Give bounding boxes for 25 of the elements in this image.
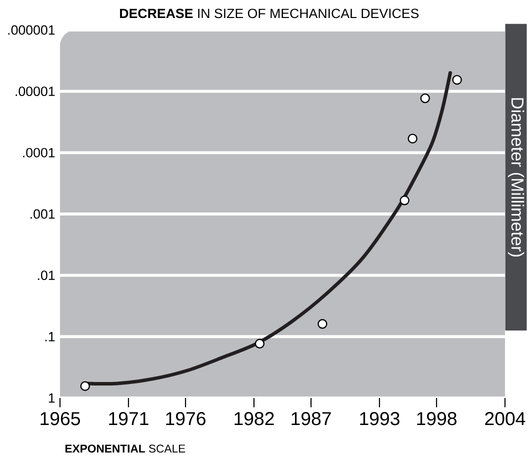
y-tick-label: .1 [45,332,55,342]
x-tick-label: 2004 [485,412,526,426]
y-tick-label: .0001 [23,148,55,158]
x-tick-label: 1965 [40,412,80,426]
point [452,74,462,85]
y-tick-label: .001 [30,209,55,219]
point [318,319,328,329]
x-tick-label: 1976 [166,412,206,426]
y-tick-label: .000001 [8,25,55,35]
y-axis-title: Diameter (Millimeter) [508,98,524,256]
x-tick-label: 1998 [417,412,456,426]
point [80,381,90,391]
text: EXPONENTIAL SCALE [65,444,186,453]
point [254,338,265,349]
point [420,93,430,104]
x-tick-label: 1993 [360,412,400,426]
x-tick-label: 1982 [234,412,274,426]
chart-title: DECREASE IN SIZE OF MECHANICAL DEVICES [120,8,419,18]
x-tick-label: 1971 [109,412,148,426]
point [400,196,410,206]
y-tick-label: 1 [48,393,55,403]
point [408,134,418,144]
y-tick-label: .01 [38,270,55,280]
y-tick-label: .00001 [16,86,55,96]
x-tick-label: 1987 [292,412,331,426]
